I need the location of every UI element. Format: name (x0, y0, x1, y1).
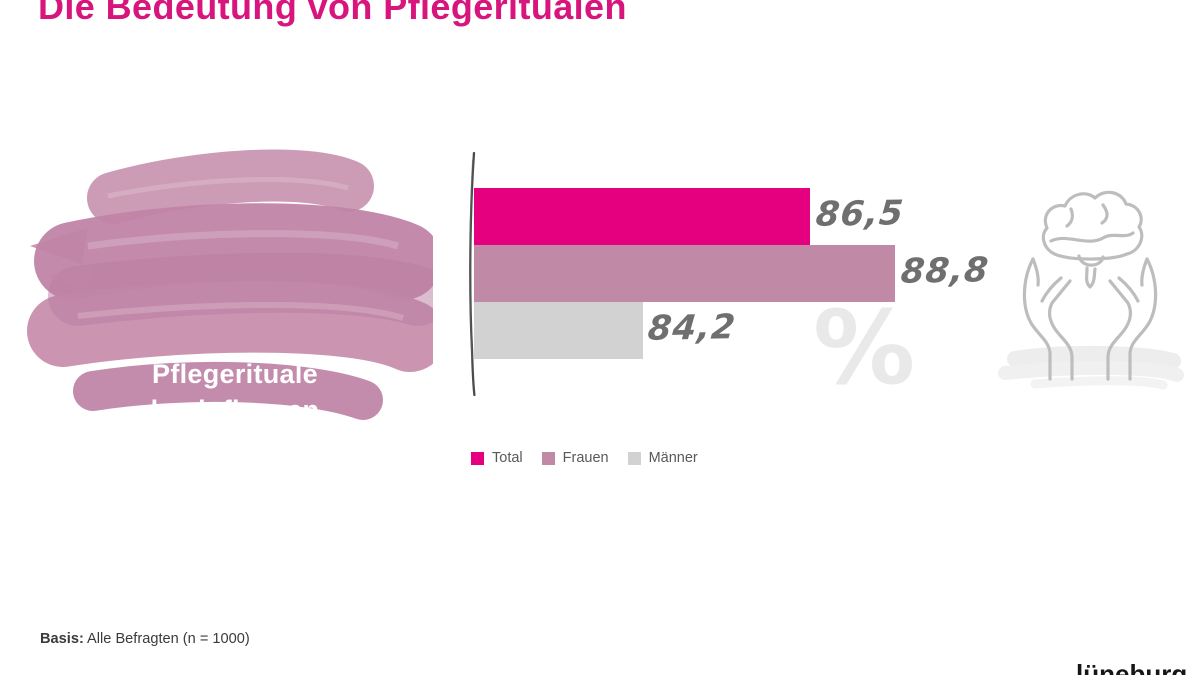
statement-line: beeinflussen (150, 395, 320, 425)
statement-line: positiv. (187, 503, 283, 533)
legend-label-maenner: Männer (648, 450, 698, 466)
statement-line: Pflegerituale (152, 359, 318, 389)
footer-notes: Basis: Alle Befragten (n = 1000) Frage: … (40, 586, 1150, 675)
legend-label-total: Total (492, 450, 523, 466)
statement-text: Pflegerituale beeinflussen mein mentales… (104, 356, 366, 536)
basis-line: Basis: Alle Befragten (n = 1000) (40, 629, 1150, 651)
legend-item-maenner: Männer (627, 450, 698, 466)
legend-label-frauen: Frauen (562, 450, 609, 466)
value-label-frauen: 88,8 (899, 250, 991, 292)
brush-stroke-graphic (27, 149, 448, 420)
legend-item-total: Total (471, 450, 523, 466)
legend-swatch-total (471, 451, 484, 465)
bar-total (474, 188, 810, 245)
statement-line: Wohlbefinden (144, 467, 326, 497)
legend-item-frauen: Frauen (541, 450, 609, 466)
bar-frauen (474, 245, 895, 302)
logo-fragment: lüneburg (1076, 659, 1188, 675)
percent-watermark: % (813, 289, 916, 408)
legend-swatch-frauen (541, 451, 555, 465)
chart-legend: Total Frauen Männer (471, 450, 698, 466)
statement-line: mein mentales (139, 431, 331, 461)
page-title: Die Bedeutung von Pflegeritualen (38, 0, 627, 27)
hands-holding-brain-icon (995, 183, 1185, 390)
bar-maenner (474, 302, 643, 359)
value-label-maenner: 84,2 (646, 307, 738, 349)
basis-label: Basis: (40, 631, 84, 647)
statement-blob: Pflegerituale beeinflussen mein mentales… (18, 146, 448, 533)
basis-text: Alle Befragten (n = 1000) (83, 631, 250, 647)
value-label-total: 86,5 (814, 193, 906, 235)
legend-swatch-maenner (627, 451, 641, 465)
chart-axis-line (469, 151, 476, 397)
